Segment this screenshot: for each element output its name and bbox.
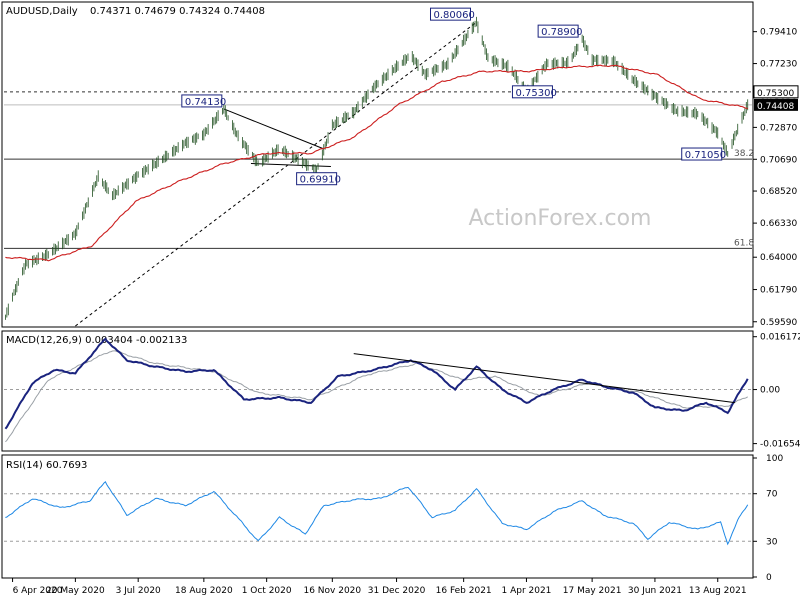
price-annotation-label: 0.71050	[685, 150, 726, 161]
fib-level-label: 38.2	[734, 149, 754, 159]
x-tick-label: 1 Apr 2021	[501, 586, 551, 596]
rsi-title: RSI(14) 60.7693	[6, 460, 87, 471]
level-price-tag-label: 0.75300	[757, 89, 794, 99]
macd-layer: 0.016172 0.00 -0.016544	[4, 333, 800, 450]
x-tick-label: 20 May 2020	[46, 586, 105, 596]
price-layer: 0.794100.772300.750500.728700.706900.685…	[4, 7, 799, 328]
x-tick-label: 1 Oct 2020	[242, 586, 292, 596]
price-annotation-box	[181, 94, 223, 108]
price-y-tick-label: 0.64000	[760, 253, 797, 263]
price-annotation-box	[537, 24, 579, 38]
rsi-line	[5, 481, 749, 546]
macd-trendline	[353, 353, 735, 404]
price-panel-frame	[1, 1, 754, 328]
fib-level-label: 61.8	[734, 238, 754, 248]
macd-line	[4, 337, 749, 430]
price-annotation-label: 0.69910	[300, 175, 341, 186]
x-tick-label: 6 Apr 2020	[13, 586, 63, 596]
rsi-y-tick-label: 100	[766, 454, 783, 464]
macd-signal-line	[5, 350, 748, 443]
current-price-tag	[754, 98, 798, 111]
price-y-tick-label: 0.70690	[760, 155, 797, 165]
x-tick-label: 18 Aug 2020	[175, 586, 233, 596]
macd-title: MACD(12,26,9) 0.003404 -0.002133	[6, 335, 187, 346]
rsi-y-tick-label: 30	[766, 537, 778, 547]
x-tick-label: 3 Jul 2020	[116, 586, 161, 596]
rsi-layer: 100 70 30 0	[4, 454, 783, 583]
watermark: ActionForex.com	[469, 206, 652, 231]
price-y-tick-label: 0.72870	[760, 123, 797, 133]
price-annotation-label: 0.75300	[515, 88, 556, 99]
x-tick-label: 16 Feb 2021	[436, 586, 492, 596]
price-y-tick-label: 0.77230	[760, 60, 797, 70]
x-tick-label: 16 Nov 2020	[303, 586, 361, 596]
x-tick-label: 30 Jun 2021	[628, 586, 682, 596]
symbol-label: AUDUSD,Daily	[6, 6, 78, 17]
macd-panel-frame	[1, 330, 754, 452]
price-annotation-box	[296, 172, 338, 186]
price-annotation-box	[681, 147, 723, 161]
price-y-tick-label: 0.59590	[760, 318, 797, 328]
rsi-panel-frame	[1, 454, 754, 579]
rsi-y-tick-label: 70	[766, 490, 778, 500]
price-annotation-box	[429, 7, 471, 21]
current-price-tag-label: 0.74408	[757, 102, 794, 112]
price-annotation-label: 0.78900	[541, 27, 582, 38]
ohlc-label: 0.74371 0.74679 0.74324 0.74408	[90, 6, 265, 17]
x-tick-label: 31 Dec 2020	[368, 586, 426, 596]
ema-line	[5, 64, 748, 262]
price-trendline	[250, 163, 331, 167]
price-y-tick-label: 0.66330	[760, 219, 797, 229]
macd-y-tick-label: 0.016172	[760, 333, 800, 343]
price-y-tick-label: 0.61790	[760, 286, 797, 296]
price-y-tick-label: 0.79410	[760, 28, 797, 38]
macd-y-tick-label: 0.00	[760, 386, 780, 396]
macd-y-tick-label: -0.016544	[760, 440, 800, 450]
price-y-tick-label: 0.68520	[760, 187, 797, 197]
x-tick-label: 13 Aug 2021	[689, 586, 747, 596]
level-price-tag	[753, 85, 799, 99]
price-trendline	[223, 108, 324, 150]
rsi-y-tick-label: 0	[766, 573, 772, 583]
price-annotation-label: 0.74130	[185, 97, 226, 108]
x-tick-label: 17 May 2021	[563, 586, 622, 596]
price-annotation-label: 0.80060	[433, 10, 474, 21]
price-annotation-box	[511, 85, 553, 99]
